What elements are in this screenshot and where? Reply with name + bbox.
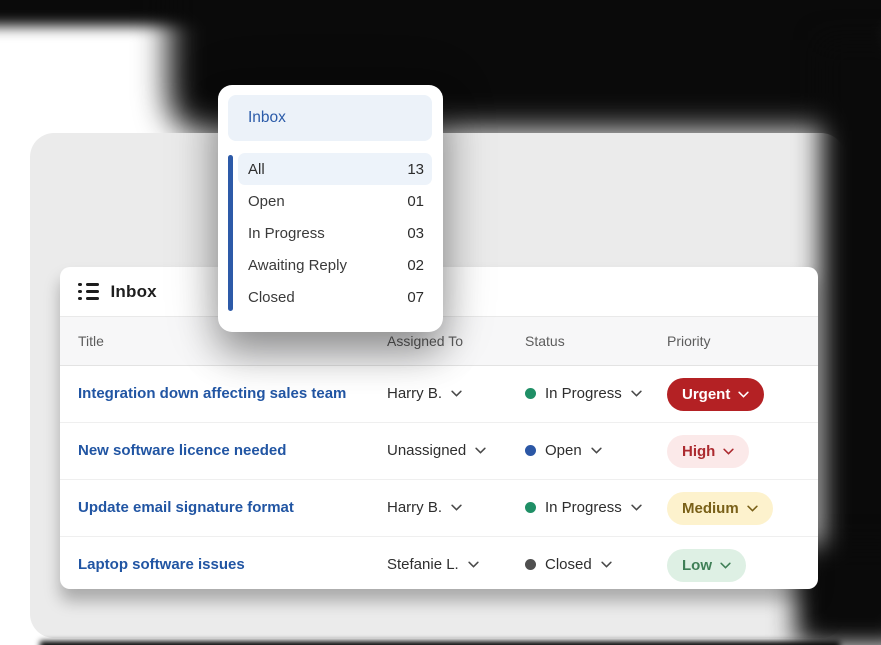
chevron-down-icon (747, 505, 758, 512)
status-dot (525, 387, 536, 399)
filter-count: 03 (407, 224, 424, 242)
table-row: New software licence needed Unassigned O… (60, 423, 818, 480)
assigned-to-dropdown[interactable]: Stefanie L. (387, 556, 479, 573)
chevron-down-icon (475, 447, 486, 454)
status-dropdown[interactable]: Open (525, 442, 602, 459)
priority-pill[interactable]: Urgent (667, 377, 765, 411)
table-row: Integration down affecting sales team Ha… (60, 366, 818, 423)
shadow-right-band (821, 40, 881, 625)
ticket-title-link[interactable]: New software licence needed (78, 442, 287, 459)
list-icon (78, 283, 99, 301)
table-title: Inbox (110, 281, 157, 301)
chevron-down-icon (723, 448, 734, 455)
filter-item-open[interactable]: Open 01 (238, 185, 432, 217)
assigned-to-value: Harry B. (387, 385, 443, 402)
filter-item-awaiting-reply[interactable]: Awaiting Reply 02 (238, 249, 432, 281)
filter-label: In Progress (248, 224, 325, 242)
assigned-to-dropdown[interactable]: Unassigned (387, 442, 486, 459)
shadow-bottom-edge (40, 641, 840, 645)
active-section-bar (228, 155, 233, 311)
panel-header-inbox[interactable]: Inbox (228, 95, 432, 141)
status-dot (525, 501, 536, 513)
priority-pill[interactable]: High (667, 434, 750, 468)
column-status: Status (525, 333, 565, 349)
chevron-down-icon (468, 561, 479, 568)
filter-item-all[interactable]: All 13 (238, 153, 432, 185)
filter-label: All (248, 160, 265, 178)
filter-count: 13 (407, 160, 424, 178)
status-value: In Progress (545, 498, 622, 516)
filter-label: Awaiting Reply (248, 256, 347, 274)
chevron-down-icon (451, 504, 462, 511)
status-value: Open (545, 441, 582, 459)
ticket-title-link[interactable]: Integration down affecting sales team (78, 385, 347, 402)
ticket-title-link[interactable]: Laptop software issues (78, 556, 245, 573)
filter-count: 02 (407, 256, 424, 274)
chevron-down-icon (631, 390, 642, 397)
priority-value: Low (682, 556, 712, 574)
filter-count: 01 (407, 192, 424, 210)
column-priority: Priority (667, 333, 711, 349)
chevron-down-icon (738, 391, 750, 398)
status-dot (525, 558, 536, 570)
table-row: Update email signature format Harry B. I… (60, 480, 818, 537)
priority-value: High (682, 442, 716, 460)
status-dropdown[interactable]: In Progress (525, 385, 642, 402)
column-title: Title (78, 333, 104, 349)
priority-pill[interactable]: Low (667, 548, 746, 582)
filter-item-closed[interactable]: Closed 07 (238, 281, 432, 313)
status-value: Closed (545, 555, 592, 573)
status-value: In Progress (545, 384, 622, 402)
chevron-down-icon (720, 562, 731, 569)
assigned-to-dropdown[interactable]: Harry B. (387, 385, 462, 402)
assigned-to-value: Harry B. (387, 499, 443, 516)
filter-item-in-progress[interactable]: In Progress 03 (238, 217, 432, 249)
status-dropdown[interactable]: Closed (525, 556, 612, 573)
status-dot (525, 444, 536, 456)
assigned-to-value: Unassigned (387, 442, 467, 459)
filter-list: All 13 Open 01 In Progress 03 Awaiting R… (228, 153, 432, 313)
assigned-to-dropdown[interactable]: Harry B. (387, 499, 462, 516)
panel-title: Inbox (248, 109, 286, 126)
chevron-down-icon (451, 390, 462, 397)
priority-pill[interactable]: Medium (667, 491, 773, 525)
status-dropdown[interactable]: In Progress (525, 499, 642, 516)
chevron-down-icon (601, 561, 612, 568)
filter-label: Open (248, 192, 285, 210)
inbox-filter-panel: Inbox All 13 Open 01 In Progress 03 Awai… (218, 85, 443, 332)
priority-value: Medium (682, 499, 739, 517)
ticket-title-link[interactable]: Update email signature format (78, 499, 294, 516)
table-row: Laptop software issues Stefanie L. Close… (60, 537, 818, 589)
priority-value: Urgent (682, 385, 731, 403)
chevron-down-icon (631, 504, 642, 511)
column-assigned-to: Assigned To (387, 333, 464, 349)
chevron-down-icon (591, 447, 602, 454)
filter-count: 07 (407, 288, 424, 306)
filter-label: Closed (248, 288, 295, 306)
assigned-to-value: Stefanie L. (387, 556, 459, 573)
